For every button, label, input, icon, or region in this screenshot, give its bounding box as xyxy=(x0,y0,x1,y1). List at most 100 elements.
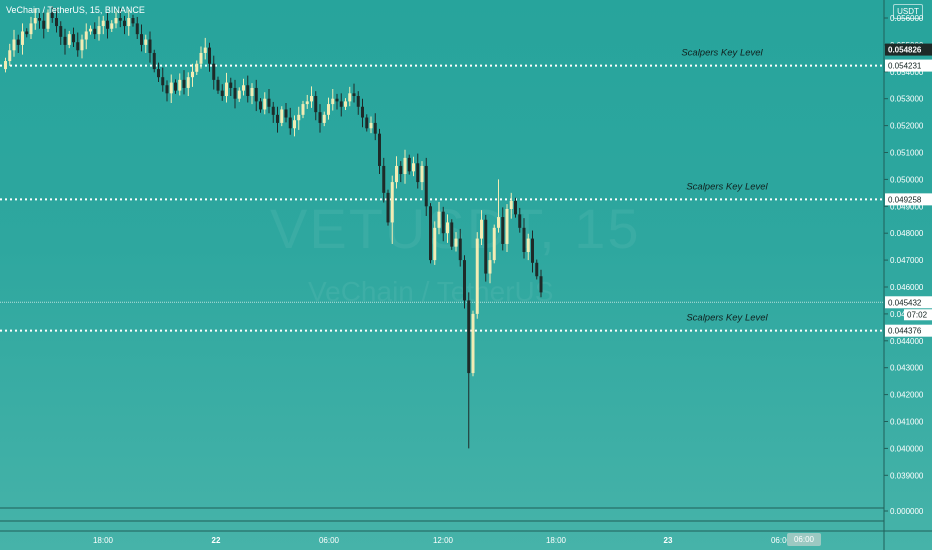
price-tick-label: 0.050000 xyxy=(890,175,924,184)
key-level-label: Scalpers Key Level xyxy=(686,313,768,324)
candle-body xyxy=(93,28,97,35)
candle-body xyxy=(242,85,245,91)
candle-body xyxy=(373,122,377,134)
candle-body xyxy=(314,96,318,113)
candle-body xyxy=(526,238,530,253)
candle-body xyxy=(63,36,67,45)
candle-body xyxy=(55,18,58,27)
candle-body xyxy=(33,18,37,24)
candle-body xyxy=(165,85,169,94)
price-tick-label: 0.049000 xyxy=(890,202,924,211)
candle-body xyxy=(50,12,54,18)
price-tick-label: 0.046000 xyxy=(890,283,924,292)
candle-body xyxy=(195,63,199,72)
candle-body xyxy=(412,163,415,172)
candle-body xyxy=(114,18,118,24)
price-tick-label: 0.047000 xyxy=(890,256,924,265)
time-tick-label: 23 xyxy=(664,536,673,545)
candle-body xyxy=(118,18,122,21)
candle-body xyxy=(199,52,203,64)
candle-body xyxy=(356,96,360,107)
candle-body xyxy=(505,208,509,244)
current-price-tag xyxy=(885,43,932,56)
symbol-header: VeChain / TetherUS, 15, BINANCE xyxy=(6,5,145,15)
candle-body xyxy=(106,20,109,29)
candle-body xyxy=(152,52,156,70)
candle-body xyxy=(399,165,403,175)
candle-body xyxy=(72,34,75,43)
candle-body xyxy=(46,12,50,29)
price-tick-label: 0.000000 xyxy=(890,507,924,516)
candle-body xyxy=(233,87,237,99)
candle-body xyxy=(433,227,437,261)
candle-body xyxy=(531,238,534,263)
price-tick-label: 0.043000 xyxy=(890,364,924,373)
key-level-price-tag xyxy=(885,324,932,337)
candle-body xyxy=(471,313,475,374)
candle-body xyxy=(420,165,424,183)
candle-body xyxy=(216,79,220,91)
time-tick-label: 12:00 xyxy=(433,536,454,545)
candle-body xyxy=(416,163,420,183)
currency-unit-button[interactable]: USDT xyxy=(893,4,923,19)
key-level-label: Scalpers Key Level xyxy=(686,181,768,192)
candle-body xyxy=(203,47,207,53)
candle-body xyxy=(458,238,462,261)
price-tick-label: 0.042000 xyxy=(890,391,924,400)
candle-body xyxy=(339,101,343,107)
candle-body xyxy=(4,61,7,70)
time-tick-label: 18:00 xyxy=(93,536,114,545)
time-tick-label: 06:00 xyxy=(319,536,340,545)
candle-body xyxy=(344,101,347,107)
candle-body xyxy=(539,276,543,293)
candle-body xyxy=(110,23,114,29)
candle-body xyxy=(446,222,449,234)
candle-body xyxy=(131,18,135,24)
key-level-price-text: 0.054231 xyxy=(888,62,922,71)
candle-body xyxy=(259,101,262,110)
candle-body xyxy=(267,98,271,107)
crosshair-time-label: 06:00 xyxy=(787,533,821,546)
candle-body xyxy=(271,106,275,115)
candle-body xyxy=(89,28,92,32)
candle-body xyxy=(169,82,173,94)
candle-body xyxy=(29,23,33,35)
candle-body xyxy=(59,26,63,37)
candle-body xyxy=(135,23,139,35)
candle-body xyxy=(369,122,373,129)
candle-body xyxy=(250,87,254,97)
candle-body xyxy=(186,77,190,88)
time-tick-label: 18:00 xyxy=(546,536,567,545)
candle-body xyxy=(16,39,20,45)
candle-body xyxy=(463,260,466,301)
candle-body xyxy=(480,219,483,239)
time-tick-label: 06:00 xyxy=(771,536,792,545)
candle-body xyxy=(395,165,398,183)
candle-body xyxy=(322,114,326,123)
price-tick-label: 0.041000 xyxy=(890,418,924,427)
candle-body xyxy=(237,90,241,99)
candle-body xyxy=(144,39,148,45)
key-level-price-tag xyxy=(885,59,932,72)
last-price-text: 0.045432 xyxy=(888,298,922,307)
candle-body xyxy=(348,93,352,102)
candle-body xyxy=(365,117,369,129)
candle-body xyxy=(178,79,182,91)
key-level-label: Scalpers Key Level xyxy=(681,48,763,59)
candle-body xyxy=(484,219,488,274)
candle-body xyxy=(276,114,279,123)
candle-body xyxy=(390,182,394,223)
price-tick-label: 0.052000 xyxy=(890,122,924,131)
candle-body xyxy=(514,200,517,215)
candle-body xyxy=(208,47,211,64)
candle-body xyxy=(297,114,301,121)
candle-body xyxy=(361,106,364,118)
candle-body xyxy=(327,104,330,115)
price-tick-label: 0.051000 xyxy=(890,149,924,158)
key-level-price-text: 0.049258 xyxy=(888,195,922,204)
candle-body xyxy=(246,85,250,97)
key-level-price-text: 0.044376 xyxy=(888,327,922,336)
candle-body xyxy=(429,206,432,261)
